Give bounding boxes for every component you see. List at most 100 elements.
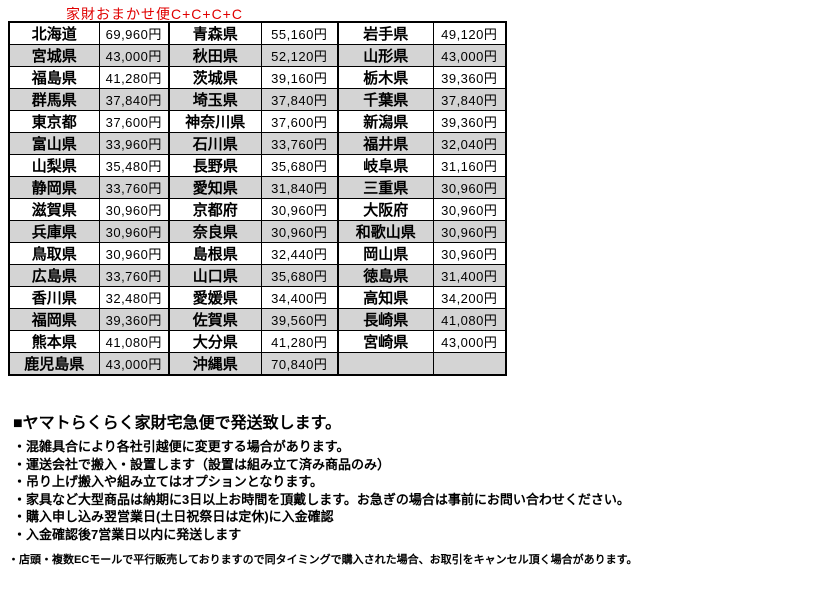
table-row: 香川県 32,480円 愛媛県 34,400円 高知県 34,200円	[8, 286, 507, 309]
prefecture-cell: 長崎県	[337, 308, 434, 331]
table-row: 静岡県 33,760円 愛知県 31,840円 三重県 30,960円	[8, 176, 507, 199]
price-cell: 43,000円	[98, 44, 170, 67]
table-row: 山梨県 35,480円 長野県 35,680円 岐阜県 31,160円	[8, 154, 507, 177]
prefecture-cell: 高知県	[337, 286, 434, 309]
table-row: 鳥取県 30,960円 島根県 32,440円 岡山県 30,960円	[8, 242, 507, 265]
price-cell: 35,680円	[260, 264, 339, 287]
price-cell: 30,960円	[432, 220, 507, 243]
prefecture-cell: 福島県	[8, 66, 100, 89]
prefecture-cell: 島根県	[168, 242, 262, 265]
table-row: 広島県 33,760円 山口県 35,680円 徳島県 31,400円	[8, 264, 507, 287]
prefecture-cell: 熊本県	[8, 330, 100, 353]
price-cell: 37,600円	[98, 110, 170, 133]
table-row: 福島県 41,280円 茨城県 39,160円 栃木県 39,360円	[8, 66, 507, 89]
prefecture-cell: 広島県	[8, 264, 100, 287]
prefecture-cell: 北海道	[8, 21, 100, 45]
table-row: 福岡県 39,360円 佐賀県 39,560円 長崎県 41,080円	[8, 308, 507, 331]
prefecture-cell: 東京都	[8, 110, 100, 133]
prefecture-cell: 佐賀県	[168, 308, 262, 331]
prefecture-cell: 滋賀県	[8, 198, 100, 221]
price-cell: 41,280円	[260, 330, 339, 353]
price-cell: 39,360円	[432, 66, 507, 89]
prefecture-cell: 青森県	[168, 21, 262, 45]
prefecture-cell: 愛媛県	[168, 286, 262, 309]
price-cell: 34,400円	[260, 286, 339, 309]
price-cell: 32,440円	[260, 242, 339, 265]
price-cell: 30,960円	[98, 220, 170, 243]
price-cell: 31,160円	[432, 154, 507, 177]
shipping-notes-heading: ■ヤマトらくらく家財宅急便で発送致します。	[13, 415, 342, 432]
prefecture-cell: 千葉県	[337, 88, 434, 111]
price-cell: 33,760円	[260, 132, 339, 155]
table-row: 東京都 37,600円 神奈川県 37,600円 新潟県 39,360円	[8, 110, 507, 133]
price-cell: 31,400円	[432, 264, 507, 287]
table-row: 宮城県 43,000円 秋田県 52,120円 山形県 43,000円	[8, 44, 507, 67]
price-cell: 39,560円	[260, 308, 339, 331]
price-cell: 52,120円	[260, 44, 339, 67]
price-cell: 37,840円	[98, 88, 170, 111]
price-cell: 30,960円	[432, 176, 507, 199]
price-cell: 32,040円	[432, 132, 507, 155]
prefecture-cell: 宮崎県	[337, 330, 434, 353]
prefecture-cell: 神奈川県	[168, 110, 262, 133]
note-item: ・入金確認後7営業日以内に発送します	[13, 526, 242, 542]
prefecture-cell: 群馬県	[8, 88, 100, 111]
price-cell: 41,280円	[98, 66, 170, 89]
price-cell: 43,000円	[432, 44, 507, 67]
price-cell	[432, 352, 507, 376]
price-cell: 30,960円	[98, 242, 170, 265]
prefecture-cell: 徳島県	[337, 264, 434, 287]
cancel-policy-footnote: ・店頭・複数ECモールで平行販売しておりますので同タイミングで購入された場合、お…	[8, 554, 638, 566]
table-row: 群馬県 37,840円 埼玉県 37,840円 千葉県 37,840円	[8, 88, 507, 111]
prefecture-cell: 三重県	[337, 176, 434, 199]
prefecture-cell: 宮城県	[8, 44, 100, 67]
table-row: 北海道 69,960円 青森県 55,160円 岩手県 49,120円	[8, 21, 507, 45]
prefecture-cell: 大分県	[168, 330, 262, 353]
prefecture-cell: 岐阜県	[337, 154, 434, 177]
prefecture-cell: 和歌山県	[337, 220, 434, 243]
prefecture-cell: 京都府	[168, 198, 262, 221]
price-cell: 33,760円	[98, 264, 170, 287]
price-cell: 37,840円	[432, 88, 507, 111]
price-cell: 43,000円	[98, 352, 170, 376]
price-cell: 41,080円	[432, 308, 507, 331]
price-cell: 30,960円	[432, 242, 507, 265]
prefecture-cell: 香川県	[8, 286, 100, 309]
table-row: 熊本県 41,080円 大分県 41,280円 宮崎県 43,000円	[8, 330, 507, 353]
notes-list: ・混雑具合により各社引越便に変更する場合があります。 ・運送会社で搬入・設置します…	[13, 438, 630, 543]
note-item: ・吊り上げ搬入や組み立てはオプションとなります。	[13, 474, 324, 489]
prefecture-cell: 鹿児島県	[8, 352, 100, 376]
table-row: 兵庫県 30,960円 奈良県 30,960円 和歌山県 30,960円	[8, 220, 507, 243]
prefecture-cell: 富山県	[8, 132, 100, 155]
table-row: 滋賀県 30,960円 京都府 30,960円 大阪府 30,960円	[8, 198, 507, 221]
prefecture-cell: 鳥取県	[8, 242, 100, 265]
price-cell: 37,840円	[260, 88, 339, 111]
price-cell: 39,360円	[432, 110, 507, 133]
price-cell: 33,960円	[98, 132, 170, 155]
price-cell: 34,200円	[432, 286, 507, 309]
prefecture-cell: 栃木県	[337, 66, 434, 89]
shipping-fee-table-body: 北海道 69,960円 青森県 55,160円 岩手県 49,120円 宮城県 43,000円…	[8, 21, 507, 376]
price-cell: 39,360円	[98, 308, 170, 331]
price-cell: 70,840円	[260, 352, 339, 376]
price-cell: 33,760円	[98, 176, 170, 199]
prefecture-cell: 石川県	[168, 132, 262, 155]
note-item: ・家具など大型商品は納期に3日以上お時間を頂戴します。お急ぎの場合は事前にお問い…	[13, 491, 630, 507]
price-cell: 43,000円	[432, 330, 507, 353]
prefecture-cell: 沖縄県	[168, 352, 262, 376]
prefecture-cell	[337, 352, 434, 376]
price-cell: 35,480円	[98, 154, 170, 177]
prefecture-cell: 長野県	[168, 154, 262, 177]
price-cell: 55,160円	[260, 21, 339, 45]
price-cell: 32,480円	[98, 286, 170, 309]
price-cell: 30,960円	[432, 198, 507, 221]
shipping-plan-title: 家財おまかせ便C+C+C+C	[66, 6, 243, 22]
prefecture-cell: 兵庫県	[8, 220, 100, 243]
prefecture-cell: 福岡県	[8, 308, 100, 331]
note-item: ・混雑具合により各社引越便に変更する場合があります。	[13, 439, 350, 454]
price-cell: 30,960円	[260, 220, 339, 243]
price-cell: 39,160円	[260, 66, 339, 89]
shipping-fee-table: 北海道 69,960円 青森県 55,160円 岩手県 49,120円 宮城県 43,000円…	[8, 21, 507, 376]
prefecture-cell: 秋田県	[168, 44, 262, 67]
